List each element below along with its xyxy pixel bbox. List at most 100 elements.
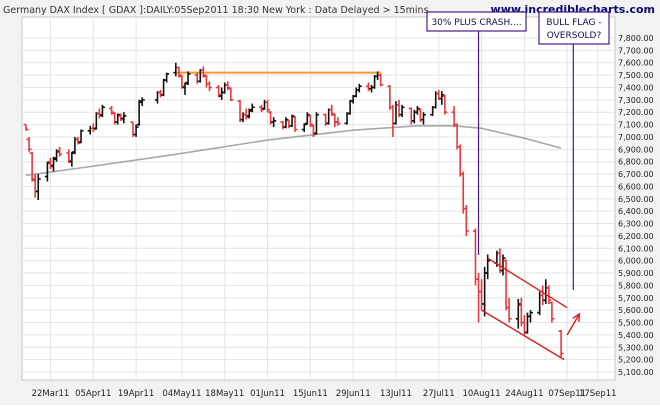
channel-line bbox=[487, 257, 568, 309]
ohlc-bar bbox=[329, 104, 335, 116]
x-tick-label: 19Apr11 bbox=[118, 389, 154, 399]
y-tick-label: 5,100.00 bbox=[618, 368, 654, 377]
x-tick-label: 13Jul11 bbox=[380, 389, 412, 399]
ohlc-bar bbox=[216, 85, 222, 98]
ohlc-bar bbox=[356, 83, 362, 93]
ohlc-bar bbox=[249, 103, 255, 113]
ohlc-bar bbox=[549, 301, 555, 323]
ohlc-bar bbox=[51, 156, 57, 172]
x-axis: 22Mar11 05Apr11 19Apr11 04May11 18May11 01Jun… bbox=[32, 389, 617, 399]
y-tick-label: 6,000.00 bbox=[618, 257, 654, 266]
channel-line bbox=[481, 309, 565, 361]
ohlc-bar bbox=[69, 151, 75, 167]
ohlc-bar bbox=[313, 112, 319, 135]
y-tick-label: 7,500.00 bbox=[618, 71, 654, 80]
y-tick-label: 6,700.00 bbox=[618, 170, 654, 179]
ohlc-bar bbox=[182, 82, 188, 95]
ohlc-bar bbox=[243, 108, 249, 120]
flag-label-line1: BULL FLAG - bbox=[546, 18, 601, 28]
y-tick-label: 5,600.00 bbox=[618, 306, 654, 315]
ohlc-bar bbox=[54, 149, 60, 162]
x-tick-label: 27Jul11 bbox=[423, 389, 455, 399]
y-tick-label: 6,500.00 bbox=[618, 195, 654, 204]
y-tick-label: 7,000.00 bbox=[618, 133, 654, 142]
y-tick-label: 6,300.00 bbox=[618, 220, 654, 229]
ohlc-bar bbox=[26, 136, 32, 152]
ohlc-bar bbox=[283, 117, 289, 129]
ohlc-bar bbox=[378, 73, 384, 87]
ohlc-bar bbox=[439, 91, 445, 105]
ohlc-bar bbox=[115, 113, 121, 125]
ohlc-bar bbox=[310, 124, 316, 137]
ohlc-bar bbox=[265, 99, 271, 113]
x-tick-label: 07Sep11 bbox=[548, 389, 586, 399]
y-tick-label: 6,100.00 bbox=[618, 244, 654, 253]
ohlc-bar bbox=[546, 285, 552, 304]
y-tick-label: 7,800.00 bbox=[618, 34, 654, 43]
y-tick-label: 6,400.00 bbox=[618, 207, 654, 216]
y-tick-label: 7,300.00 bbox=[618, 96, 654, 105]
ohlc-bar bbox=[99, 104, 105, 118]
ohlc-bar bbox=[307, 114, 313, 128]
ohlc-bar bbox=[29, 151, 35, 182]
y-tick-label: 5,500.00 bbox=[618, 319, 654, 328]
ohlc-bar bbox=[96, 108, 102, 119]
y-tick-label: 7,200.00 bbox=[618, 108, 654, 117]
crash-label: 30% PLUS CRASH.... bbox=[431, 18, 521, 28]
x-tick-label: 10Aug11 bbox=[462, 389, 500, 399]
price-bars bbox=[23, 62, 564, 358]
y-tick-label: 5,200.00 bbox=[618, 356, 654, 365]
x-tick-label: 22Mar11 bbox=[32, 389, 70, 399]
ohlc-bar bbox=[57, 146, 63, 157]
ohlc-bar bbox=[47, 157, 53, 170]
y-tick-label: 5,900.00 bbox=[618, 269, 654, 278]
ohlc-bar bbox=[289, 114, 295, 128]
ohlc-bar bbox=[301, 123, 307, 133]
breakout-arrow-shaft bbox=[566, 313, 581, 336]
vertical-markers bbox=[477, 31, 574, 290]
ohlc-bar bbox=[271, 117, 277, 128]
breakout-arrow-head bbox=[572, 312, 581, 322]
ohlc-bar bbox=[200, 66, 206, 78]
y-tick-label: 5,400.00 bbox=[618, 331, 654, 340]
y-tick-label: 7,100.00 bbox=[618, 121, 654, 130]
ohlc-bar bbox=[206, 81, 212, 92]
ohlc-bar bbox=[463, 205, 469, 236]
ohlc-bar bbox=[258, 104, 264, 113]
ohlc-bar bbox=[528, 310, 534, 323]
ohlc-bar bbox=[139, 97, 145, 107]
ohlc-bar bbox=[90, 123, 96, 133]
ohlc-bar bbox=[179, 75, 185, 89]
y-axis: 5,100.00 5,200.00 5,300.00 5,400.00 5,500.00… bbox=[618, 34, 654, 377]
x-tick-label: 15Jun11 bbox=[293, 389, 328, 399]
ohlc-bar bbox=[176, 66, 182, 78]
ohlc-bar bbox=[185, 71, 191, 86]
y-tick-label: 7,700.00 bbox=[618, 46, 654, 55]
ohlc-bar bbox=[121, 112, 127, 124]
y-tick-label: 7,600.00 bbox=[618, 59, 654, 68]
ohlc-bar bbox=[133, 124, 139, 137]
ohlc-bar bbox=[500, 254, 506, 276]
ohlc-bar bbox=[506, 297, 512, 323]
ohlc-bar bbox=[442, 94, 448, 115]
y-tick-label: 7,400.00 bbox=[618, 83, 654, 92]
x-tick-label: 04May11 bbox=[162, 389, 201, 399]
ohlc-bar bbox=[109, 106, 115, 115]
y-tick-label: 6,900.00 bbox=[618, 145, 654, 154]
grid-lines bbox=[22, 17, 615, 380]
ohlc-bar bbox=[558, 329, 564, 358]
ohlc-bar bbox=[23, 123, 29, 131]
site-watermark: www.incrediblecharts.com bbox=[491, 3, 655, 16]
y-tick-label: 6,800.00 bbox=[618, 158, 654, 167]
ohlc-bar bbox=[136, 99, 142, 126]
ohlc-bar bbox=[228, 87, 234, 102]
x-tick-label: 18May11 bbox=[205, 389, 244, 399]
flag-label-line2: OVERSOLD? bbox=[547, 31, 602, 41]
x-tick-label: 05Apr11 bbox=[75, 389, 111, 399]
ohlc-bar bbox=[515, 299, 521, 329]
flag-label-box bbox=[538, 11, 610, 45]
y-tick-label: 6,200.00 bbox=[618, 232, 654, 241]
x-tick-label: 29Jun11 bbox=[336, 389, 371, 399]
